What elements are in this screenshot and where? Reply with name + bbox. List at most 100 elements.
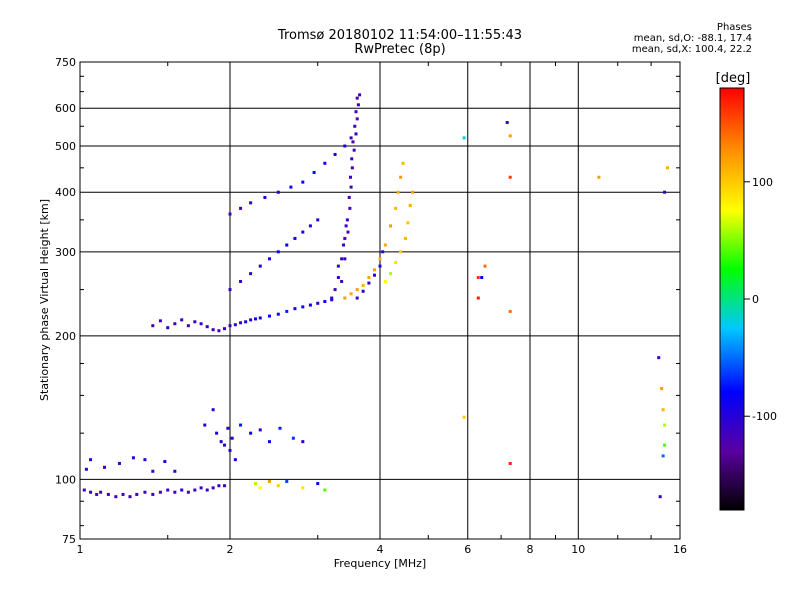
data-point	[352, 148, 356, 152]
data-point	[373, 273, 377, 277]
data-point	[186, 324, 190, 328]
data-point	[173, 469, 177, 473]
data-point	[276, 484, 280, 488]
data-point	[343, 296, 347, 300]
y-tick-label: 200	[55, 330, 76, 343]
data-point	[373, 268, 377, 272]
data-point	[351, 140, 355, 144]
data-point	[217, 329, 221, 333]
data-point	[657, 356, 661, 360]
data-point	[211, 328, 215, 332]
data-point	[267, 314, 271, 318]
data-point	[381, 250, 385, 254]
x-tick-label: 8	[527, 543, 534, 556]
data-point	[228, 212, 232, 216]
data-point	[483, 264, 487, 268]
data-point	[349, 185, 353, 189]
data-point	[217, 484, 221, 488]
data-point	[480, 276, 484, 280]
data-point	[396, 190, 400, 194]
data-point	[158, 490, 162, 494]
data-point	[316, 301, 320, 305]
data-point	[151, 324, 155, 328]
data-point	[199, 486, 203, 490]
data-point	[343, 144, 347, 148]
data-point	[263, 195, 267, 199]
data-point	[476, 276, 480, 280]
data-point	[401, 161, 405, 165]
data-point	[121, 492, 125, 496]
data-point	[95, 492, 99, 496]
data-point	[135, 492, 139, 496]
data-point	[661, 408, 665, 412]
data-point	[661, 454, 665, 458]
data-point	[233, 458, 237, 462]
data-point	[350, 157, 354, 161]
data-point	[663, 443, 667, 447]
data-point	[276, 190, 280, 194]
data-point	[131, 456, 135, 460]
data-point	[358, 93, 362, 97]
y-tick-label: 600	[55, 102, 76, 115]
x-tick-label: 6	[464, 543, 471, 556]
data-point	[151, 469, 155, 473]
colorbar-tick-label: -100	[752, 410, 777, 423]
data-point	[301, 440, 305, 444]
y-tick-label: 500	[55, 140, 76, 153]
data-point	[508, 309, 512, 313]
data-point	[173, 322, 177, 326]
phase-stat-x: mean, sd,X: 100.4, 22.2	[631, 44, 752, 55]
data-point	[394, 260, 398, 264]
data-point	[89, 458, 93, 462]
data-point	[106, 492, 110, 496]
data-point	[354, 110, 358, 114]
x-tick-label: 1	[77, 543, 84, 556]
data-point	[316, 482, 320, 486]
data-point	[215, 431, 219, 435]
data-point	[203, 423, 207, 427]
data-point	[143, 458, 147, 462]
colorbar: [deg] 100 0 -100	[716, 71, 777, 511]
chart-title: Tromsø 20180102 11:54:00–11:55:43	[277, 28, 523, 43]
data-point	[378, 257, 382, 261]
data-point	[301, 180, 305, 184]
data-point	[267, 479, 271, 483]
data-point	[361, 289, 365, 293]
chart-subtitle: RwPretec (8p)	[354, 42, 446, 57]
y-tick-label: 100	[55, 473, 76, 486]
x-tick-label: 10	[571, 543, 585, 556]
data-point	[166, 488, 170, 492]
data-point	[347, 195, 351, 199]
data-point	[193, 320, 197, 324]
data-point	[658, 495, 662, 499]
phase-header: Phases	[716, 22, 752, 33]
data-point	[367, 281, 371, 285]
data-point	[394, 206, 398, 210]
data-point	[663, 190, 667, 194]
data-point	[411, 190, 415, 194]
data-point	[84, 467, 88, 471]
data-point	[228, 324, 232, 328]
colorbar-tick-label: 0	[752, 293, 759, 306]
data-point	[226, 426, 230, 430]
data-point	[355, 296, 359, 300]
data-point	[258, 486, 262, 490]
data-point	[103, 465, 107, 469]
data-point	[336, 276, 340, 280]
colorbar-tick-label: 100	[752, 176, 773, 189]
colorbar-gradient	[719, 87, 745, 511]
data-point	[128, 495, 132, 499]
data-point	[663, 423, 667, 427]
data-point	[399, 250, 403, 254]
phase-stat-o: mean, sd,O: -88.1, 17.4	[633, 33, 752, 44]
data-point	[223, 484, 227, 488]
data-point	[173, 490, 177, 494]
data-point	[239, 423, 243, 427]
data-point	[267, 440, 271, 444]
data-point	[408, 204, 412, 208]
data-point	[180, 488, 184, 492]
data-point	[301, 230, 305, 234]
y-tick-label: 400	[55, 186, 76, 199]
data-point	[82, 488, 86, 492]
data-point	[249, 431, 253, 435]
